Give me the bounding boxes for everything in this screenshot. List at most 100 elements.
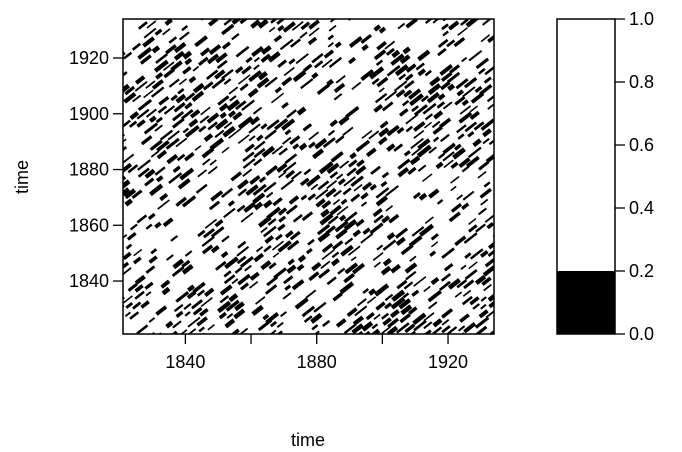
heatmap-cell <box>391 49 401 59</box>
heatmap-cell <box>166 153 179 165</box>
heatmap-cell <box>422 102 437 115</box>
heatmap-cell <box>220 250 229 259</box>
heatmap-cell <box>261 145 276 158</box>
heatmap-cell <box>413 276 427 287</box>
heatmap-cell <box>273 267 287 280</box>
heatmap-cell <box>463 76 478 89</box>
heatmap-cell <box>347 3 358 12</box>
heatmap-cell <box>350 175 364 188</box>
heatmap-cell <box>223 338 230 344</box>
heatmap-cell <box>496 101 505 108</box>
heatmap-cell <box>437 152 445 160</box>
heatmap-cell <box>239 19 253 25</box>
heatmap-cell <box>124 188 137 200</box>
heatmap-cell <box>433 110 444 120</box>
heatmap-cell <box>161 286 171 296</box>
heatmap-cell <box>291 279 305 291</box>
heatmap-cell <box>269 320 278 328</box>
heatmap-cell <box>416 348 429 359</box>
heatmap-cell <box>344 262 359 275</box>
heatmap-cell <box>373 49 387 61</box>
heatmap-cell <box>102 28 111 36</box>
heatmap-cell <box>237 179 249 190</box>
heatmap-cell <box>481 276 492 286</box>
heatmap-cell <box>477 207 487 216</box>
heatmap-cell <box>486 91 494 103</box>
heatmap-cell <box>173 50 185 61</box>
heatmap-cell <box>250 19 261 29</box>
heatmap-cell <box>405 63 417 73</box>
heatmap-cell <box>237 273 251 286</box>
heatmap-cell <box>373 261 381 268</box>
heatmap-cell <box>132 94 142 103</box>
heatmap-cell <box>450 161 459 170</box>
heatmap-cell <box>167 130 180 141</box>
heatmap-cell <box>381 312 390 320</box>
heatmap-cell <box>462 190 475 201</box>
heatmap-cell <box>468 49 483 62</box>
heatmap-cell <box>280 178 295 191</box>
heatmap-cell <box>140 300 150 309</box>
heatmap-cell <box>308 330 320 334</box>
heatmap-cell <box>241 99 255 111</box>
heatmap-cell <box>281 136 292 145</box>
heatmap-cell <box>286 239 300 251</box>
heatmap-cell <box>112 210 122 218</box>
heatmap-cell <box>203 133 214 142</box>
heatmap-cell <box>387 317 400 329</box>
heatmap-cell <box>437 38 449 48</box>
heatmap-cell <box>248 70 263 83</box>
heatmap-cell <box>155 72 164 80</box>
heatmap-cell <box>206 112 220 124</box>
heatmap-cell <box>168 36 178 44</box>
heatmap-cell <box>498 152 506 159</box>
heatmap-cell <box>334 220 349 233</box>
heatmap-cell <box>428 146 437 154</box>
heatmap-cell <box>386 124 400 137</box>
heatmap-cell <box>372 208 383 218</box>
heatmap-cell <box>155 175 164 183</box>
heatmap-cell <box>503 308 512 316</box>
heatmap-cell <box>248 135 256 142</box>
heatmap-cell <box>441 318 450 326</box>
heatmap-cell <box>173 303 184 313</box>
heatmap-cell <box>222 125 236 138</box>
heatmap-cell <box>142 36 156 48</box>
heatmap-cell <box>325 225 337 235</box>
heatmap-cell <box>243 2 256 14</box>
heatmap-cell <box>453 143 462 151</box>
heatmap-cell <box>475 57 490 70</box>
heatmap-cell <box>191 299 204 310</box>
y-tick-label: 1900 <box>69 104 109 124</box>
heatmap-cell <box>228 293 239 303</box>
heatmap-cell <box>123 312 124 323</box>
heatmap-cell <box>420 95 429 103</box>
heatmap-cell <box>320 208 330 218</box>
heatmap-cell <box>148 255 158 264</box>
heatmap-cell <box>446 326 458 334</box>
heatmap-cell <box>354 305 368 317</box>
heatmap-cell <box>486 5 497 15</box>
heatmap-cell <box>439 64 453 76</box>
heatmap-cell <box>337 267 346 275</box>
heatmap-cell <box>480 296 487 302</box>
heatmap-cell <box>343 323 357 334</box>
heatmap-cell <box>381 215 391 224</box>
heatmap-cell <box>106 242 120 254</box>
heatmap-cell <box>252 183 267 196</box>
heatmap-cell <box>348 159 358 168</box>
heatmap-cell <box>384 336 396 346</box>
x-tick-label: 1840 <box>165 352 205 372</box>
heatmap-cell <box>423 321 433 330</box>
heatmap-cell <box>369 66 385 80</box>
heatmap-cell <box>271 92 284 104</box>
heatmap-cell <box>155 116 163 124</box>
heatmap-cell <box>378 26 387 34</box>
heatmap-cell <box>214 129 225 139</box>
heatmap-cell <box>311 52 324 64</box>
heatmap-cell <box>154 221 162 229</box>
heatmap-cell <box>279 0 289 7</box>
heatmap-cell <box>459 313 470 323</box>
heatmap-cell <box>402 46 411 55</box>
heatmap-cell <box>123 83 131 97</box>
